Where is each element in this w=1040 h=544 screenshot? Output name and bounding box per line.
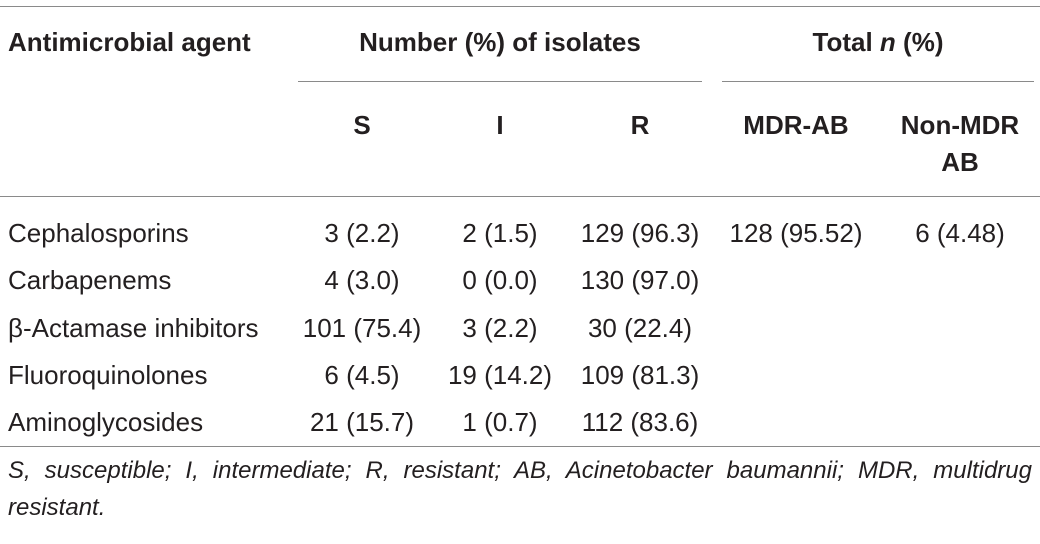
row-3-r: 30 (22.4) [587,313,693,343]
row-4-s: 6 (4.5) [324,360,400,390]
header-total-pre: Total [812,27,880,57]
header-i: I [496,110,504,140]
row-5-agent: Aminoglycosides [8,407,204,437]
header-total-n: n [879,27,896,57]
header-non-mdr-ab-line1: Non-MDR [900,110,1020,140]
row-3-s: 101 (75.4) [302,313,422,343]
row-2-agent: Carbapenems [8,265,172,295]
row-5-s: 21 (15.7) [309,407,415,437]
header-number-of-isolates: Number (%) of isolates [359,27,641,57]
row-3-i: 3 (2.2) [462,313,538,343]
header-antimicrobial-agent: Antimicrobial agent [8,27,251,57]
row-1-s: 3 (2.2) [324,218,400,248]
row-1-non-mdr: 6 (4.48) [915,218,1005,248]
row-4-r: 109 (81.3) [580,360,700,390]
row-1-r: 129 (96.3) [580,218,700,248]
row-5-r: 112 (83.6) [581,407,699,437]
total-group-rule [722,81,1034,82]
row-2-s: 4 (3.0) [324,265,400,295]
table-bottom-rule [0,446,1040,447]
row-4-i: 19 (14.2) [447,360,553,390]
row-3-agent: β-Actamase inhibitors [8,313,259,343]
row-4-agent: Fluoroquinolones [8,360,208,390]
header-r: R [630,110,650,140]
header-total-post: (%) [895,27,944,57]
row-1-agent: Cephalosporins [8,218,189,248]
row-2-i: 0 (0.0) [462,265,538,295]
header-bottom-rule [0,196,1040,197]
header-s: S [353,110,371,140]
row-1-i: 2 (1.5) [462,218,538,248]
header-mdr-ab: MDR-AB [743,110,849,140]
row-2-r: 130 (97.0) [580,265,700,295]
header-non-mdr-ab-line2: AB [941,147,979,177]
row-1-mdr: 128 (95.52) [729,218,863,248]
table-top-rule [0,6,1040,7]
header-total: Total n (%) [722,26,1034,58]
row-5-i: 1 (0.7) [462,407,538,437]
number-group-rule [298,81,702,82]
table-footnote: S, susceptible; I, intermediate; R, resi… [8,457,1032,521]
